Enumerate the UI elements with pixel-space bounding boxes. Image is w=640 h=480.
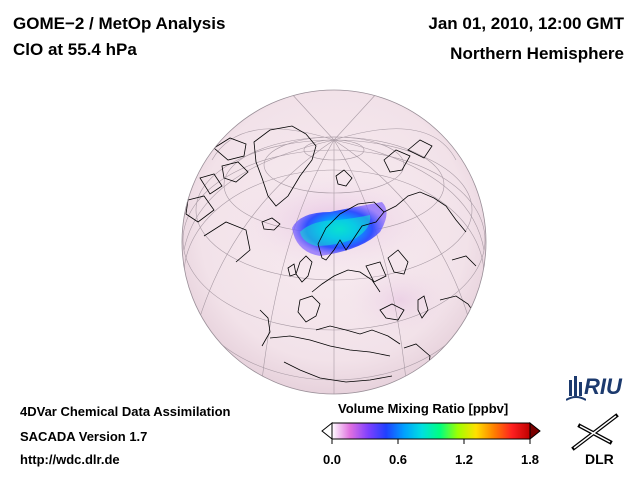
colorbar-title: Volume Mixing Ratio [ppbv] <box>338 401 509 416</box>
colorbar-ticks <box>331 439 531 444</box>
clo-haze-south <box>340 260 460 340</box>
globe-outline <box>181 89 487 395</box>
colorbar-tick-label: 1.2 <box>454 452 474 467</box>
species-level: ClO at 55.4 hPa <box>13 40 137 59</box>
method-label: 4DVar Chemical Data Assimilation <box>20 404 231 419</box>
version-label: SACADA Version 1.7 <box>20 429 148 444</box>
coastlines <box>185 125 479 383</box>
product-title: GOME−2 / MetOp Analysis <box>13 14 226 33</box>
url-label[interactable]: http://wdc.dlr.de <box>20 452 120 467</box>
dlr-logo-icon <box>571 413 619 451</box>
region-label: Northern Hemisphere <box>450 44 624 63</box>
date-time: Jan 01, 2010, 12:00 GMT <box>428 14 624 33</box>
dlr-logo-text: DLR <box>585 451 614 467</box>
colorbar-ramp <box>331 422 531 440</box>
riu-logo-icon <box>566 376 586 401</box>
colorbar-high-arrow <box>529 421 541 441</box>
colorbar-low-arrow <box>321 421 333 441</box>
colorbar-tick-label: 0.0 <box>322 452 342 467</box>
clo-peak <box>300 215 371 246</box>
riu-logo-text: RIU <box>584 374 622 399</box>
colorbar-tick-label: 0.6 <box>388 452 408 467</box>
map-contents <box>182 91 486 394</box>
colorbar-tick-label: 1.8 <box>520 452 540 467</box>
